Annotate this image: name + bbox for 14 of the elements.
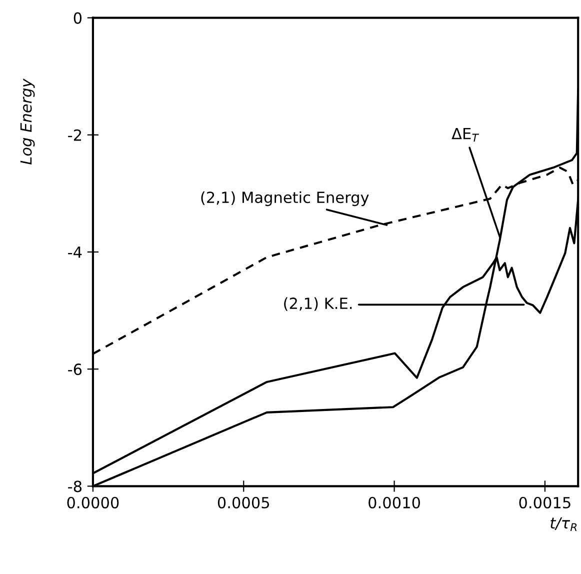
y-tick-label: -2 bbox=[68, 129, 82, 141]
y-tick-label: -6 bbox=[68, 364, 82, 376]
x-tick-label: 0.0005 bbox=[218, 496, 270, 508]
y-axis-title: Log Energy bbox=[20, 78, 35, 164]
annotation: (2,1) K.E. bbox=[284, 297, 352, 311]
annotation: (2,1) Magnetic Energy bbox=[201, 191, 369, 206]
annotation: ΔE$_{T}$ bbox=[452, 128, 480, 142]
y-tick-label: -8 bbox=[68, 480, 82, 492]
x-tick-label: 0.0015 bbox=[519, 496, 570, 508]
x-tick-label: 0.0010 bbox=[368, 496, 420, 508]
x-tick-label: 0.0000 bbox=[67, 496, 119, 508]
y-tick-label: -4 bbox=[68, 246, 82, 258]
x-axis-title: t/τ$_{R}$ bbox=[550, 517, 577, 532]
y-tick-label: 0 bbox=[74, 12, 82, 24]
